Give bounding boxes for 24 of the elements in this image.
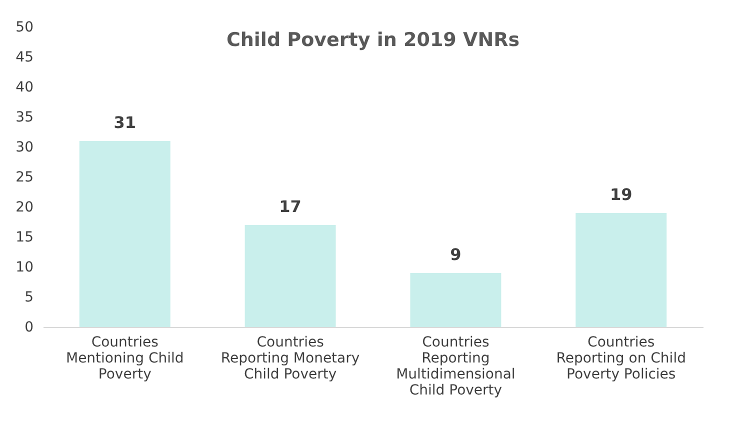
x-tick-label: Countries Mentioning Child Poverty — [66, 334, 184, 382]
y-tick-label: 40 — [16, 80, 34, 96]
x-tick-label: Countries Reporting Multidimensional Child Poverty — [396, 334, 516, 398]
y-tick-label: 30 — [16, 140, 34, 156]
chart-title: Child Poverty in 2019 VNRs — [226, 29, 520, 51]
data-label: 17 — [279, 197, 302, 216]
y-tick-label: 15 — [16, 230, 34, 246]
y-tick-label: 0 — [24, 320, 34, 336]
y-tick-label: 50 — [16, 20, 34, 36]
y-tick-label: 25 — [16, 170, 34, 186]
data-label: 9 — [450, 245, 462, 264]
y-tick-label: 35 — [16, 110, 34, 126]
y-tick-label: 10 — [16, 260, 34, 276]
bar — [410, 273, 502, 327]
x-tick-label: Countries Reporting Monetary Child Poverty — [220, 334, 360, 382]
y-tick-label: 45 — [16, 50, 34, 66]
bar — [576, 213, 667, 327]
y-tick-label: 20 — [16, 200, 34, 216]
bar — [79, 141, 170, 327]
data-label: 19 — [610, 185, 632, 204]
x-tick-label: Countries Reporting on Child Poverty Policies — [556, 334, 686, 382]
bar — [244, 225, 336, 327]
data-label: 31 — [114, 113, 136, 132]
y-tick-label: 5 — [24, 290, 34, 306]
